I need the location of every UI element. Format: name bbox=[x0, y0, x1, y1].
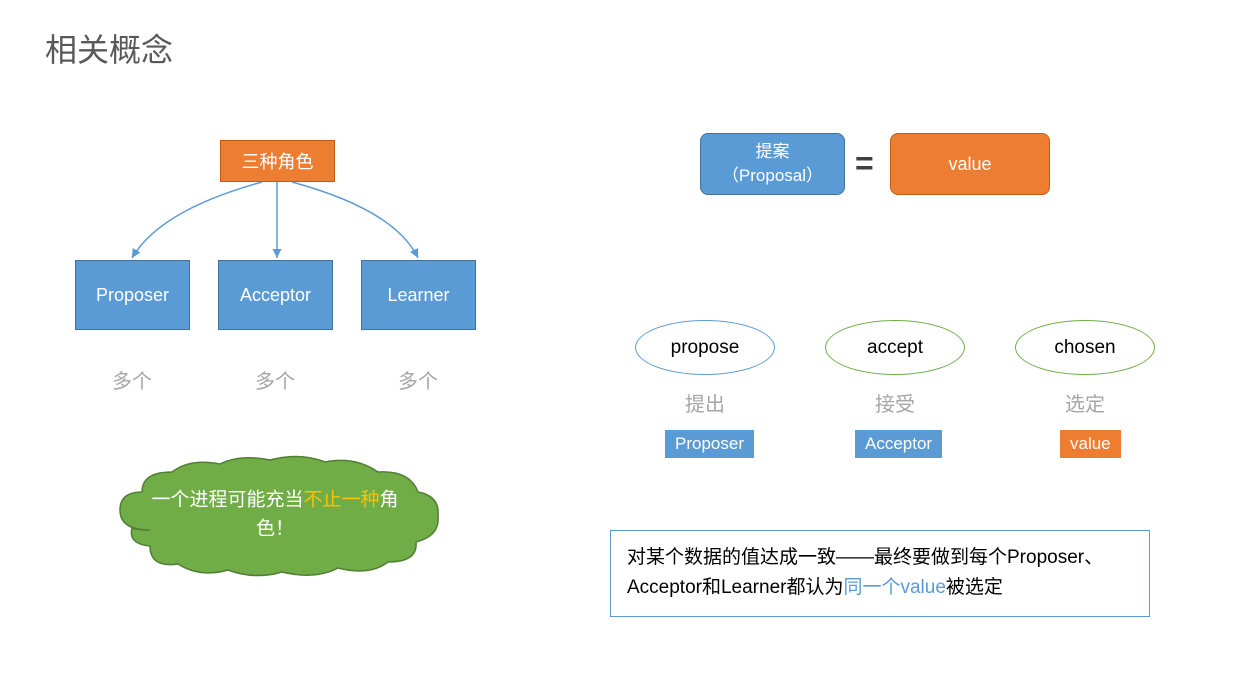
small-box-acceptor: Acceptor bbox=[855, 430, 942, 458]
ellipse-label: accept bbox=[867, 337, 923, 359]
small-box-proposer: Proposer bbox=[665, 430, 754, 458]
small-box-label: Proposer bbox=[675, 434, 744, 453]
summary-part2: 被选定 bbox=[946, 577, 1003, 598]
proposal-line2: （Proposal） bbox=[722, 164, 823, 188]
child-acceptor: Acceptor bbox=[218, 260, 333, 330]
child-proposer: Proposer bbox=[75, 260, 190, 330]
ellipse-propose: propose bbox=[635, 320, 775, 375]
child-label: Acceptor bbox=[240, 285, 311, 306]
proposal-box: 提案 （Proposal） bbox=[700, 133, 845, 195]
root-box: 三种角色 bbox=[220, 140, 335, 182]
equals-sign: = bbox=[855, 145, 874, 182]
small-box-label: value bbox=[1070, 434, 1111, 453]
ellipse-sub-2: 选定 bbox=[1065, 388, 1105, 417]
child-label: Learner bbox=[387, 285, 449, 306]
child-sub-0: 多个 bbox=[112, 365, 152, 394]
child-learner: Learner bbox=[361, 260, 476, 330]
ellipse-accept: accept bbox=[825, 320, 965, 375]
cloud-highlight: 不止一种 bbox=[303, 490, 379, 511]
value-box: value bbox=[890, 133, 1050, 195]
child-sub-2: 多个 bbox=[398, 365, 438, 394]
ellipse-chosen: chosen bbox=[1015, 320, 1155, 375]
cloud-part1: 一个进程可能充当 bbox=[151, 490, 303, 511]
root-label: 三种角色 bbox=[242, 148, 314, 174]
ellipse-sub-1: 接受 bbox=[875, 388, 915, 417]
page-title: 相关概念 bbox=[45, 25, 173, 71]
cloud-callout: 一个进程可能充当不止一种角色！ bbox=[100, 450, 450, 580]
ellipse-label: propose bbox=[671, 337, 740, 359]
small-box-value: value bbox=[1060, 430, 1121, 458]
cloud-text: 一个进程可能充当不止一种角色！ bbox=[145, 487, 405, 544]
proposal-line1: 提案 bbox=[756, 140, 790, 164]
ellipse-sub-0: 提出 bbox=[685, 388, 725, 417]
ellipse-label: chosen bbox=[1054, 337, 1115, 359]
summary-highlight: 同一个value bbox=[843, 577, 945, 598]
small-box-label: Acceptor bbox=[865, 434, 932, 453]
child-label: Proposer bbox=[96, 285, 169, 306]
child-sub-1: 多个 bbox=[255, 365, 295, 394]
summary-box: 对某个数据的值达成一致——最终要做到每个Proposer、Acceptor和Le… bbox=[610, 530, 1150, 617]
value-label: value bbox=[948, 154, 991, 175]
